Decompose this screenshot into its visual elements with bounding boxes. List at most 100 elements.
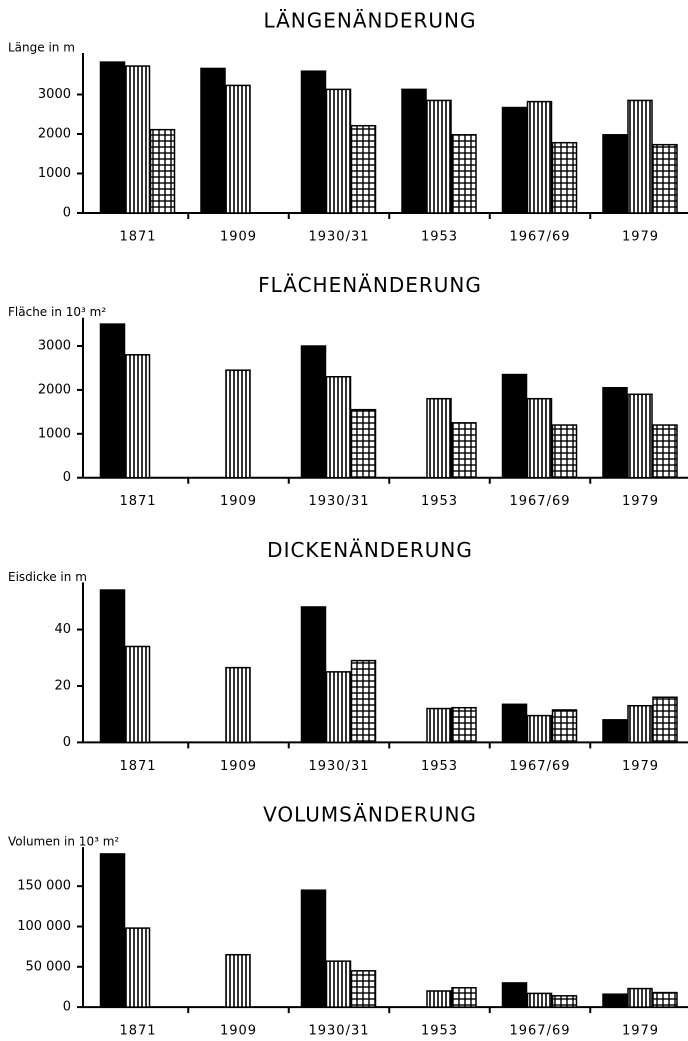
bar <box>350 408 377 479</box>
y-axis-label: Fläche in 10³ m² <box>8 305 106 319</box>
bar <box>225 666 251 744</box>
chart-title: LÄNGENÄNDERUNG <box>263 9 476 33</box>
x-tick-label: 1967/69 <box>509 1024 570 1039</box>
bar <box>200 67 226 214</box>
x-tick-label: 1871 <box>119 759 156 774</box>
bar <box>350 659 377 744</box>
x-tick-label: 1953 <box>421 494 458 509</box>
chart-title: VOLUMSÄNDERUNG <box>263 803 477 827</box>
x-tick-label: 1979 <box>622 494 659 509</box>
bar <box>602 134 628 214</box>
bar <box>124 927 151 1008</box>
bar <box>99 323 126 479</box>
bar <box>325 671 352 744</box>
bar <box>426 99 452 214</box>
bar <box>225 953 251 1008</box>
bar <box>325 88 352 214</box>
bar <box>652 696 678 744</box>
bar <box>551 709 578 744</box>
y-tick-label: 1000 <box>38 426 71 441</box>
y-tick-label: 0 <box>63 1000 71 1015</box>
x-tick-label: 1909 <box>220 1024 257 1039</box>
bar <box>526 714 553 744</box>
bar <box>99 61 126 214</box>
bar <box>551 424 578 479</box>
y-tick-label: 1000 <box>38 166 71 181</box>
bar <box>99 589 126 744</box>
x-tick-label: 1909 <box>220 230 257 245</box>
bar <box>300 889 327 1008</box>
bar <box>350 970 377 1008</box>
x-tick-label: 1909 <box>220 494 257 509</box>
bar <box>451 134 477 214</box>
bar <box>627 393 653 479</box>
bar <box>426 707 452 744</box>
y-tick-label: 2000 <box>38 382 71 397</box>
chart-title: FLÄCHENÄNDERUNG <box>258 273 482 297</box>
y-axis-label: Eisdicke in m <box>8 570 87 584</box>
bar <box>300 606 327 744</box>
bar <box>602 993 628 1008</box>
x-tick-label: 1967/69 <box>509 494 570 509</box>
bar <box>325 376 352 479</box>
x-tick-label: 1930/31 <box>308 494 369 509</box>
y-tick-label: 3000 <box>38 339 71 354</box>
bar <box>451 706 477 744</box>
x-tick-label: 1930/31 <box>308 230 369 245</box>
x-tick-label: 1930/31 <box>308 1024 369 1039</box>
bar <box>124 354 151 479</box>
chart-title: DICKENÄNDERUNG <box>267 538 473 562</box>
bar <box>300 70 327 214</box>
bar <box>300 345 327 479</box>
y-tick-label: 150 000 <box>17 879 71 894</box>
y-tick-label: 3000 <box>38 87 71 102</box>
bar <box>551 141 578 214</box>
bar <box>149 128 176 214</box>
bar <box>99 853 126 1008</box>
y-tick-label: 0 <box>63 206 71 221</box>
bar <box>501 106 528 214</box>
y-tick-label: 50 000 <box>26 959 72 974</box>
x-tick-label: 1967/69 <box>509 230 570 245</box>
y-tick-label: 20 <box>54 678 71 693</box>
y-tick-label: 100 000 <box>17 919 71 934</box>
x-tick-label: 1979 <box>622 1024 659 1039</box>
x-tick-label: 1967/69 <box>509 759 570 774</box>
x-tick-label: 1953 <box>421 1024 458 1039</box>
x-tick-label: 1979 <box>622 230 659 245</box>
y-axis-label: Volumen in 10³ m² <box>8 835 119 849</box>
bar <box>652 424 678 479</box>
bar <box>451 422 477 479</box>
bar <box>526 397 553 479</box>
bar <box>627 99 653 214</box>
bar <box>225 84 251 214</box>
bar <box>225 369 251 479</box>
x-tick-label: 1871 <box>119 494 156 509</box>
bar <box>501 373 528 479</box>
bar <box>124 645 151 744</box>
bar <box>526 992 553 1008</box>
bar <box>652 991 678 1008</box>
bar <box>627 704 653 744</box>
bar <box>602 719 628 744</box>
bar <box>602 386 628 479</box>
bar <box>627 987 653 1008</box>
y-tick-label: 0 <box>63 735 71 750</box>
bar <box>501 703 528 744</box>
y-tick-label: 2000 <box>38 127 71 142</box>
x-tick-label: 1930/31 <box>308 759 369 774</box>
bar <box>124 65 151 214</box>
x-tick-label: 1953 <box>421 759 458 774</box>
bar <box>426 397 452 479</box>
x-tick-label: 1871 <box>119 230 156 245</box>
y-axis-label: Länge in m <box>8 41 75 55</box>
bar <box>551 995 578 1008</box>
bar <box>451 987 477 1008</box>
bar <box>325 960 352 1008</box>
bar <box>401 88 427 214</box>
x-tick-label: 1953 <box>421 230 458 245</box>
bar <box>426 990 452 1008</box>
bar <box>526 100 553 214</box>
bar <box>501 982 528 1008</box>
